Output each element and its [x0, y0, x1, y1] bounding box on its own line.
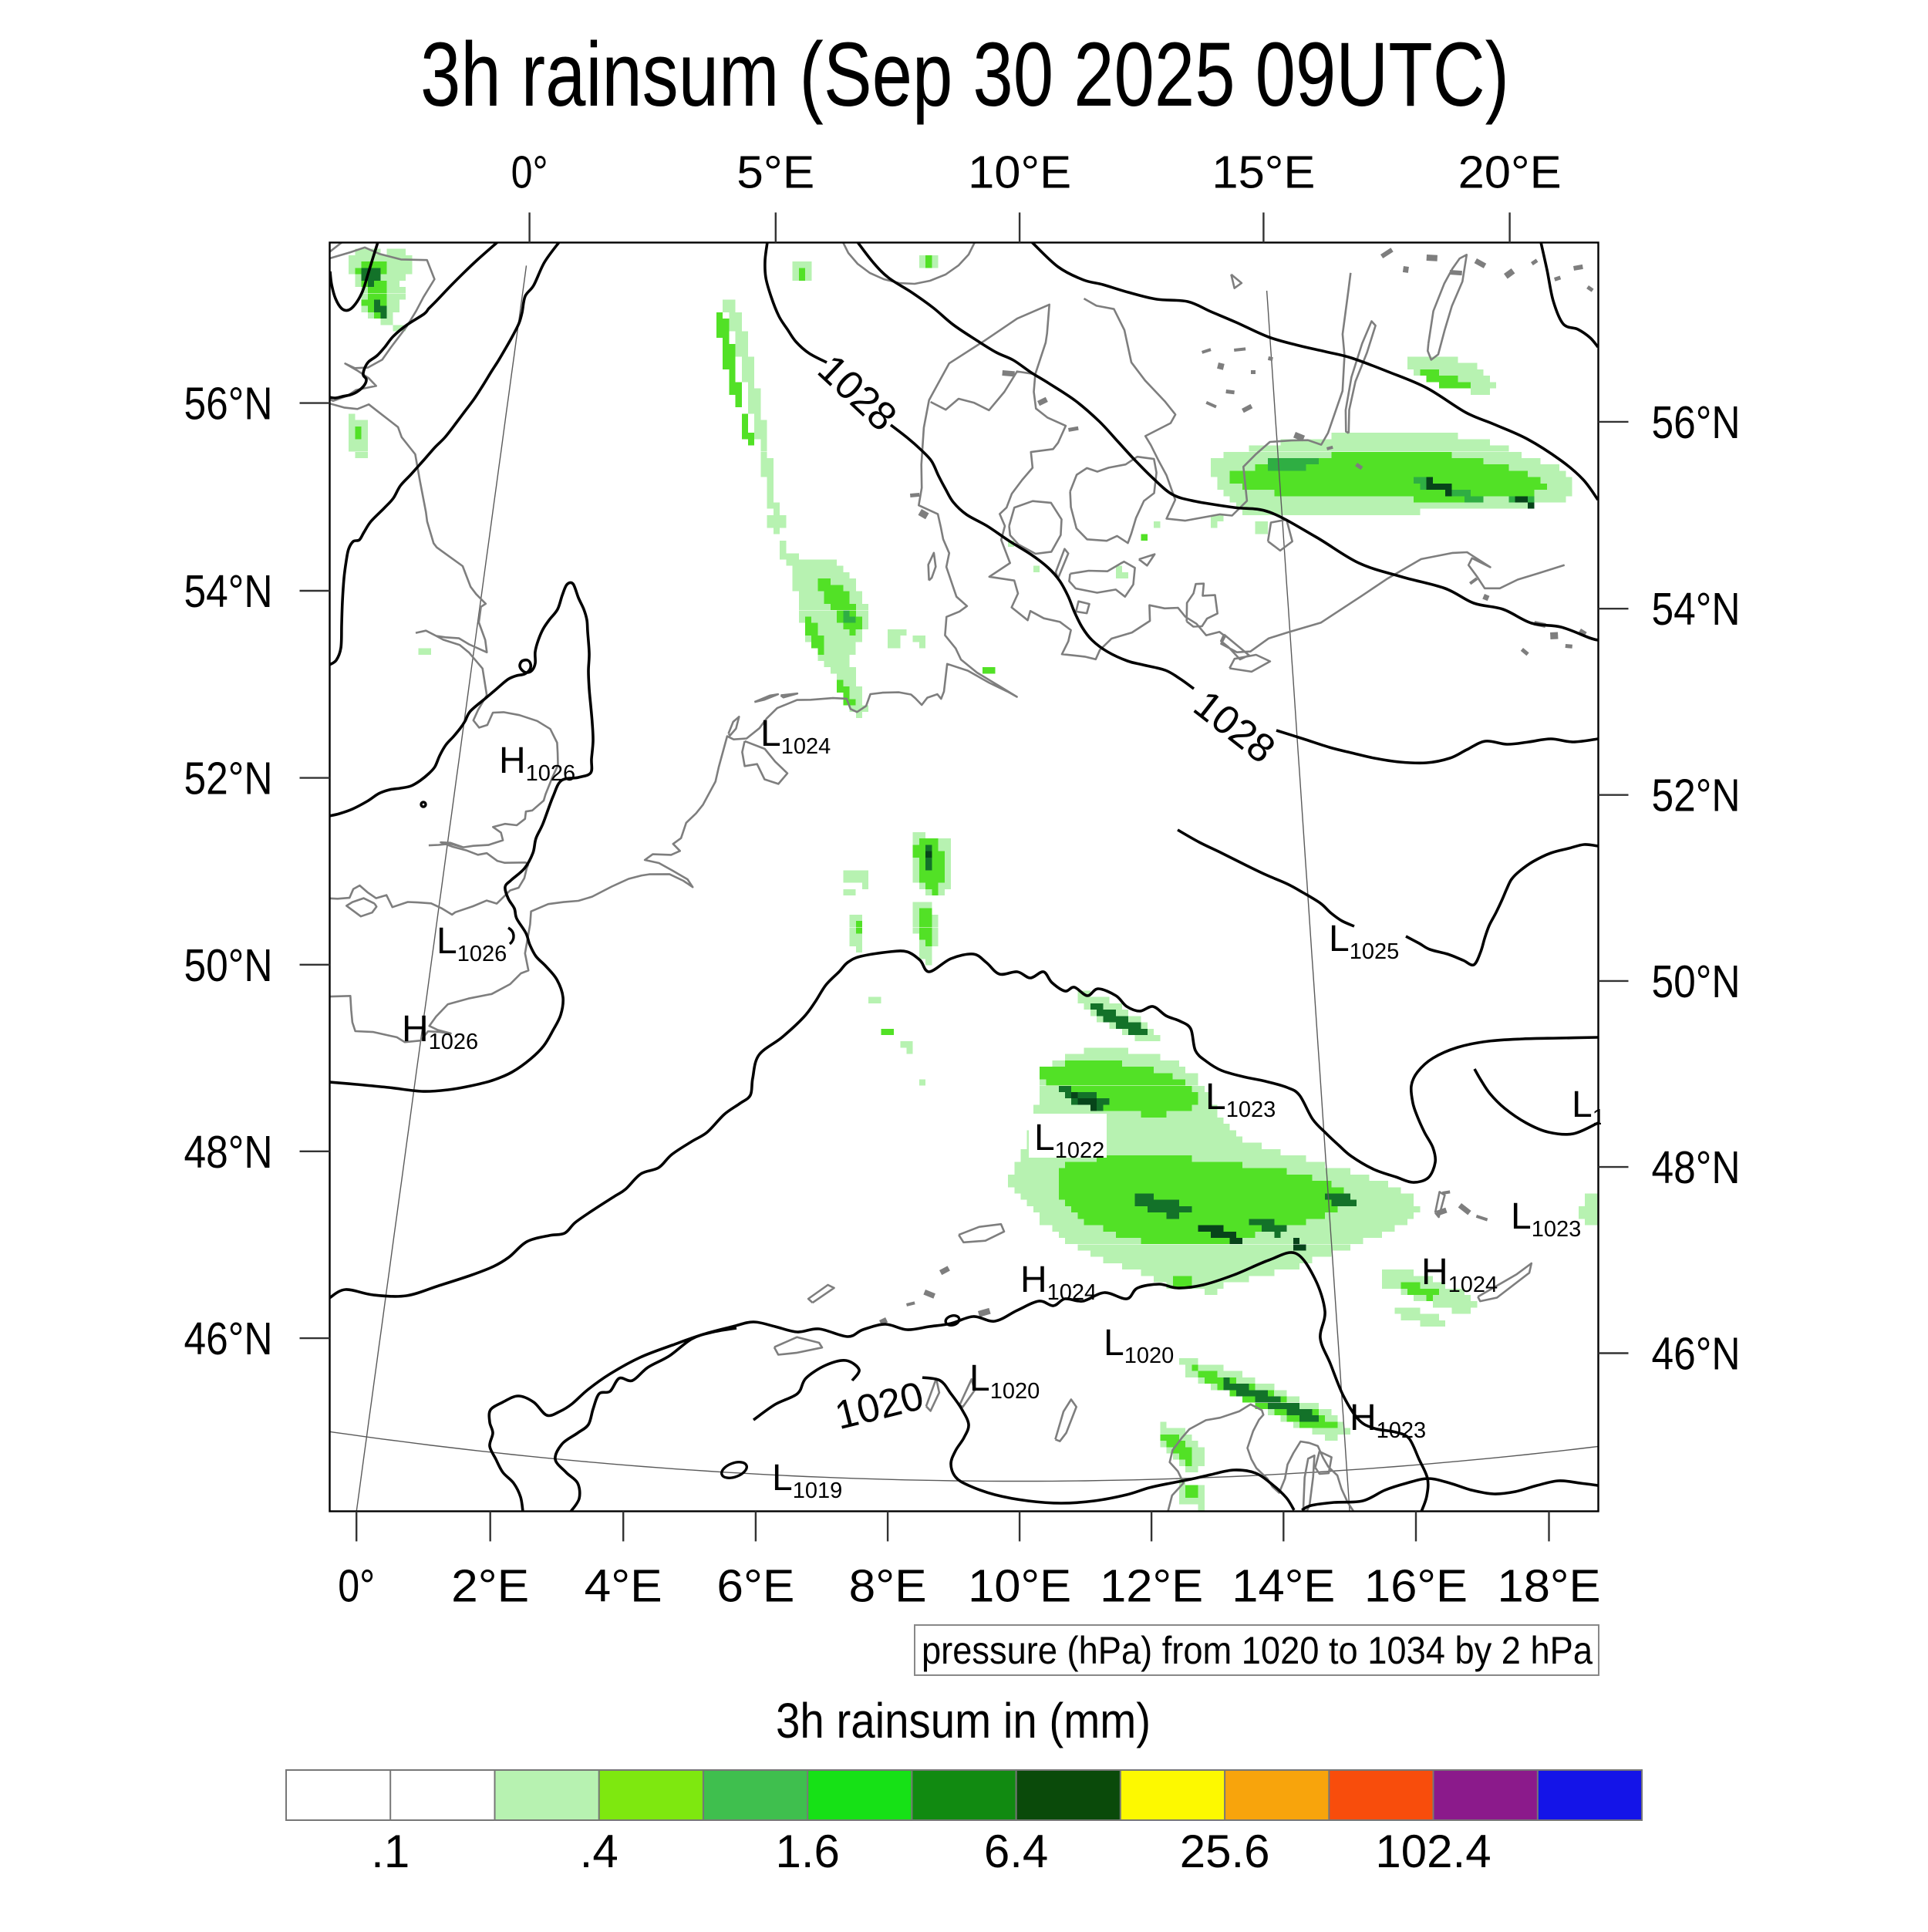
svg-text:8°E: 8°E: [849, 1561, 927, 1612]
svg-text:H1026: H1026: [499, 740, 575, 786]
svg-text:H1026: H1026: [402, 1009, 478, 1054]
svg-text:50°N: 50°N: [184, 940, 273, 991]
svg-text:15°E: 15°E: [1212, 147, 1315, 198]
svg-text:12°E: 12°E: [1100, 1561, 1203, 1612]
svg-text:50°N: 50°N: [1652, 956, 1741, 1007]
svg-text:48°N: 48°N: [184, 1127, 273, 1178]
svg-text:54°N: 54°N: [1652, 584, 1741, 635]
svg-text:pressure (hPa) from 1020 to 10: pressure (hPa) from 1020 to 1034 by 2 hP…: [922, 1629, 1593, 1672]
svg-text:1.6: 1.6: [775, 1826, 839, 1877]
svg-text:56°N: 56°N: [184, 379, 273, 430]
svg-text:6°E: 6°E: [716, 1561, 794, 1612]
svg-text:.4: .4: [580, 1826, 619, 1877]
svg-text:6.4: 6.4: [984, 1826, 1048, 1877]
svg-text:10°E: 10°E: [968, 1561, 1071, 1612]
svg-text:4°E: 4°E: [585, 1561, 662, 1612]
svg-text:102.4: 102.4: [1375, 1826, 1491, 1877]
svg-text:25.6: 25.6: [1180, 1826, 1270, 1877]
svg-text:18°E: 18°E: [1498, 1561, 1601, 1612]
svg-text:52°N: 52°N: [184, 754, 273, 804]
svg-text:56°N: 56°N: [1652, 397, 1741, 448]
svg-text:0°: 0°: [338, 1561, 375, 1612]
svg-text:46°N: 46°N: [184, 1313, 273, 1364]
svg-text:L1023: L1023: [1205, 1077, 1276, 1122]
svg-text:16°E: 16°E: [1364, 1561, 1468, 1612]
svg-text:20°E: 20°E: [1458, 147, 1562, 198]
svg-text:H1024: H1024: [1421, 1252, 1498, 1297]
svg-text:46°N: 46°N: [1652, 1329, 1741, 1380]
svg-text:2°E: 2°E: [451, 1561, 529, 1612]
svg-text:14°E: 14°E: [1232, 1561, 1335, 1612]
svg-text:3h rainsum in (mm): 3h rainsum in (mm): [776, 1693, 1151, 1748]
svg-text:3h rainsum (Sep 30 2025 09UTC): 3h rainsum (Sep 30 2025 09UTC): [420, 24, 1509, 126]
svg-text:10°E: 10°E: [968, 147, 1071, 198]
svg-text:.1: .1: [371, 1826, 410, 1877]
svg-text:5°E: 5°E: [736, 147, 814, 198]
svg-text:0°: 0°: [511, 147, 548, 198]
svg-text:48°N: 48°N: [1652, 1142, 1741, 1193]
svg-text:54°N: 54°N: [184, 566, 273, 617]
svg-text:52°N: 52°N: [1652, 770, 1741, 821]
